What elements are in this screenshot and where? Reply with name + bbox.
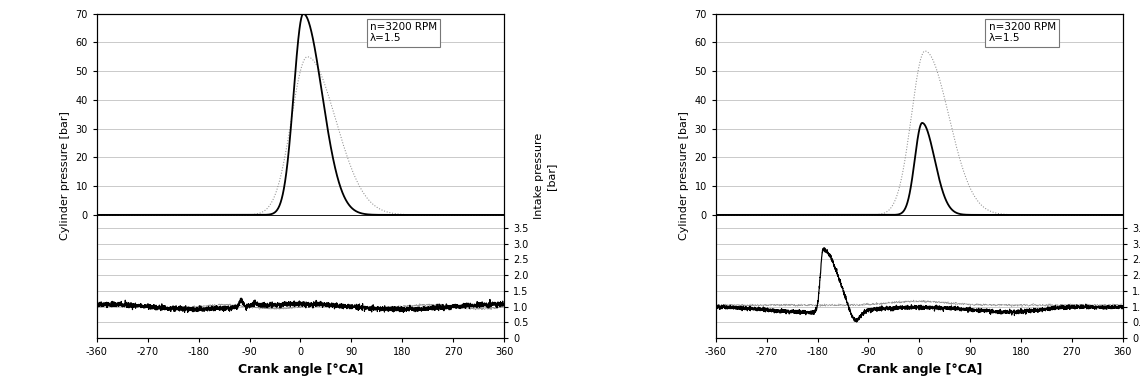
X-axis label: Crank angle [°CA]: Crank angle [°CA] bbox=[238, 363, 364, 376]
Y-axis label: Cylinder pressure [bar]: Cylinder pressure [bar] bbox=[60, 111, 70, 240]
Text: n=3200 RPM
λ=1.5: n=3200 RPM λ=1.5 bbox=[988, 22, 1056, 43]
Y-axis label: Cylinder pressure [bar]: Cylinder pressure [bar] bbox=[678, 111, 689, 240]
Text: n=3200 RPM
λ=1.5: n=3200 RPM λ=1.5 bbox=[369, 22, 437, 43]
X-axis label: Crank angle [°CA]: Crank angle [°CA] bbox=[856, 363, 982, 376]
Y-axis label: Intake pressure
[bar]: Intake pressure [bar] bbox=[535, 133, 555, 219]
